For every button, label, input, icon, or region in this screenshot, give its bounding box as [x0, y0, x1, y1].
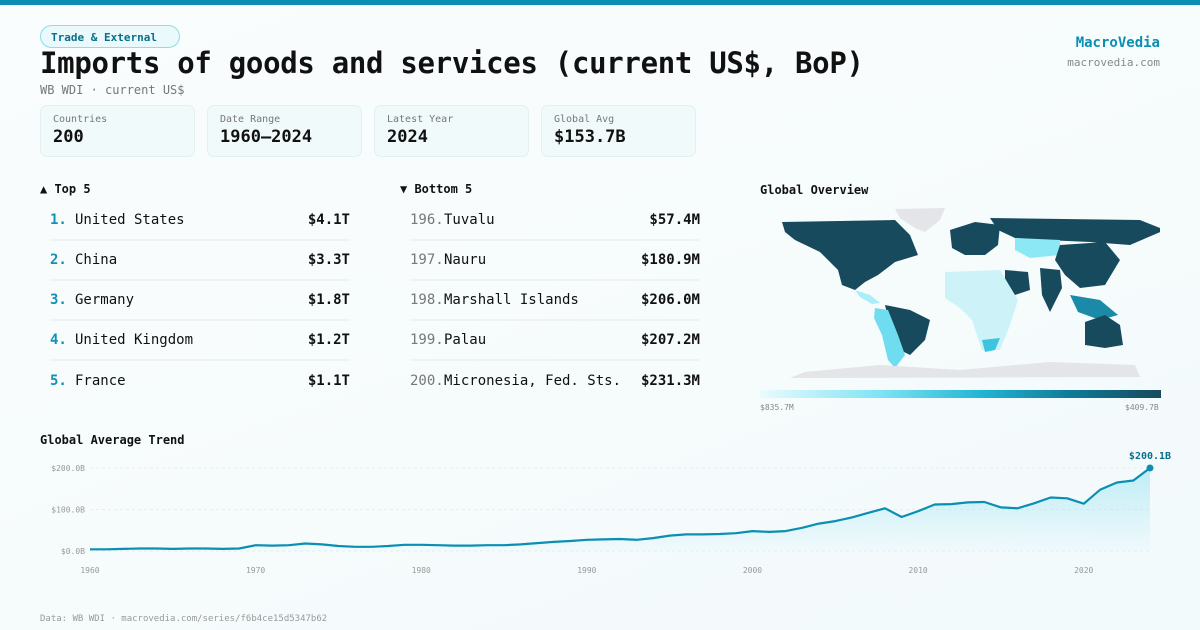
list-item[interactable]: 199. Palau $207.2M	[410, 321, 700, 361]
x-tick-label: 2020	[1074, 566, 1093, 575]
country-value: $1.8T	[307, 292, 350, 308]
world-map	[782, 208, 1160, 378]
country-name: Tuvalu	[444, 212, 495, 228]
map-greenland[interactable]	[895, 208, 945, 232]
list-item[interactable]: 5. France $1.1T	[50, 361, 350, 401]
legend-max: $409.7B	[1125, 403, 1159, 412]
country-value: $231.3M	[640, 373, 700, 389]
country-value: $1.1T	[307, 373, 350, 389]
map-central-america[interactable]	[855, 290, 880, 304]
map-central-asia[interactable]	[1015, 238, 1060, 258]
rank: 4.	[50, 332, 67, 348]
rank: 196.	[410, 212, 444, 228]
last-point-marker	[1146, 464, 1154, 472]
country-name: China	[75, 252, 118, 268]
country-name: United States	[75, 212, 185, 228]
y-tick-label: $200.0B	[51, 464, 85, 473]
stat-label: Global Avg	[554, 114, 615, 125]
country-value: $207.2M	[640, 332, 700, 348]
list-item[interactable]: 197. Nauru $180.9M	[410, 241, 700, 281]
rank: 198.	[410, 292, 444, 308]
list-item[interactable]: 198. Marshall Islands $206.0M	[410, 281, 700, 321]
country-value: $180.9M	[640, 252, 700, 268]
map-southeast-asia[interactable]	[1070, 295, 1118, 320]
country-name: United Kingdom	[75, 332, 194, 348]
rank: 200.	[410, 373, 444, 389]
stat-value: 1960–2024	[220, 127, 313, 147]
brand-logo: MacroVedia	[1075, 35, 1160, 51]
list-item[interactable]: 196. Tuvalu $57.4M	[410, 201, 700, 241]
rank: 3.	[50, 292, 67, 308]
list-item[interactable]: 4. United Kingdom $1.2T	[50, 321, 350, 361]
country-name: Micronesia, Fed. Sts.	[444, 373, 622, 389]
top-accent-bar	[0, 0, 1200, 5]
stat-label: Countries	[53, 114, 108, 125]
rank: 197.	[410, 252, 444, 268]
country-value: $1.2T	[307, 332, 350, 348]
map-north-america[interactable]	[782, 220, 918, 290]
map-russia[interactable]	[990, 218, 1160, 245]
map-antarctica[interactable]	[790, 362, 1140, 378]
stat-latest-year: Latest Year 2024	[374, 105, 529, 157]
list-item[interactable]: 2. China $3.3T	[50, 241, 350, 281]
country-value: $57.4M	[649, 212, 700, 228]
footer-source: Data: WB WDI · macrovedia.com/series/f6b…	[40, 614, 328, 624]
map-title: Global Overview	[760, 183, 869, 197]
top5-list: 1. United States $4.1T 2. China $3.3T 3. German…	[50, 201, 350, 401]
stat-countries: Countries 200	[40, 105, 195, 157]
rank: 199.	[410, 332, 444, 348]
country-name: Palau	[444, 332, 487, 348]
country-name: Nauru	[444, 252, 487, 268]
trend-line	[90, 467, 1151, 551]
map-africa[interactable]	[945, 270, 1018, 350]
legend-min: $835.7M	[760, 403, 794, 412]
chart-title: Global Average Trend	[40, 433, 185, 447]
map-south-america[interactable]	[885, 305, 930, 355]
list-item[interactable]: 200. Micronesia, Fed. Sts. $231.3M	[410, 361, 700, 401]
stat-date-range: Date Range 1960–2024	[207, 105, 362, 157]
country-name: Germany	[75, 292, 135, 308]
map-color-legend	[760, 390, 1161, 398]
x-tick-label: 1990	[577, 566, 596, 575]
trend-area	[90, 468, 1150, 551]
map-south-america-west[interactable]	[874, 308, 905, 368]
page-subtitle: WB WDI · current US$	[40, 83, 185, 97]
x-tick-label: 2010	[908, 566, 927, 575]
country-name: France	[75, 373, 126, 389]
map-australia[interactable]	[1085, 315, 1123, 348]
country-value: $206.0M	[640, 292, 700, 308]
map-asia-east[interactable]	[1055, 242, 1120, 288]
y-tick-label: $100.0B	[51, 506, 85, 515]
list-item[interactable]: 3. Germany $1.8T	[50, 281, 350, 321]
trend-chart: $0.0B $100.0B $200.0B 1960 1970 1980 1990 2000 2…	[51, 451, 1171, 575]
country-name: Marshall Islands	[444, 292, 579, 308]
top5-heading: ▲ Top 5	[40, 182, 91, 196]
rank: 5.	[50, 373, 67, 389]
country-value: $4.1T	[307, 212, 350, 228]
x-tick-label: 1970	[246, 566, 265, 575]
brand-url[interactable]: macrovedia.com	[1067, 56, 1160, 69]
x-tick-label: 1960	[80, 566, 99, 575]
map-south-africa[interactable]	[982, 338, 1000, 352]
country-value: $3.3T	[307, 252, 350, 268]
stat-value: 2024	[387, 127, 428, 147]
last-value-label: $200.1B	[1129, 451, 1171, 462]
stat-value: 200	[53, 127, 84, 147]
page-title: Imports of goods and services (current U…	[40, 46, 864, 80]
stat-global-avg: Global Avg $153.7B	[541, 105, 696, 157]
stat-value: $153.7B	[554, 127, 626, 147]
bottom5-list: 196. Tuvalu $57.4M 197. Nauru $180.9M 198. Mars…	[410, 201, 700, 401]
stat-label: Date Range	[220, 114, 281, 125]
list-item[interactable]: 1. United States $4.1T	[50, 201, 350, 241]
x-tick-label: 1980	[412, 566, 431, 575]
category-badge: Trade & External	[40, 25, 180, 48]
stat-label: Latest Year	[387, 114, 454, 125]
rank: 2.	[50, 252, 67, 268]
x-tick-label: 2000	[743, 566, 762, 575]
map-europe[interactable]	[950, 222, 1000, 255]
bottom5-heading: ▼ Bottom 5	[400, 182, 473, 196]
rank: 1.	[50, 212, 67, 228]
y-tick-label: $0.0B	[61, 547, 85, 556]
map-india[interactable]	[1040, 268, 1062, 312]
